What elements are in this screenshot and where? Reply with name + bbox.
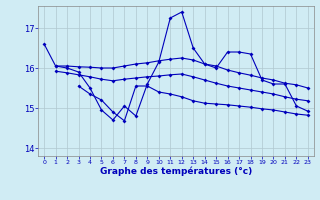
X-axis label: Graphe des températures (°c): Graphe des températures (°c) [100,167,252,176]
